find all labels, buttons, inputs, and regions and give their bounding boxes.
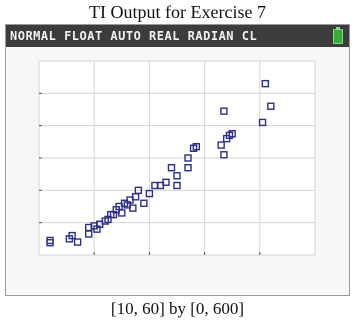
exercise-title: TI Output for Exercise 7 — [89, 2, 266, 22]
data-points — [46, 79, 275, 247]
data-point — [46, 236, 54, 245]
data-point — [192, 142, 201, 151]
data-point — [118, 209, 126, 217]
data-point — [217, 141, 225, 149]
data-point — [129, 204, 137, 212]
data-point — [167, 163, 176, 172]
grid-lines — [38, 60, 316, 256]
data-point — [173, 181, 181, 190]
data-point — [184, 154, 192, 162]
data-point — [228, 130, 236, 138]
data-point — [258, 118, 267, 127]
data-point — [68, 231, 76, 240]
data-point — [173, 172, 181, 180]
data-point — [261, 79, 270, 88]
mode-indicators: NORMAL FLOAT AUTO REAL RADIAN CL — [10, 29, 258, 43]
data-point — [220, 151, 228, 159]
calculator-screen: NORMAL FLOAT AUTO REAL RADIAN CL — [5, 24, 350, 296]
data-point — [140, 199, 148, 207]
battery-icon — [333, 27, 343, 44]
data-point — [73, 238, 82, 246]
axis-ticks — [39, 92, 261, 255]
scatter-plot — [6, 47, 349, 295]
mode-status-bar: NORMAL FLOAT AUTO REAL RADIAN CL — [6, 25, 349, 47]
data-point — [220, 107, 228, 115]
data-point — [184, 163, 192, 172]
data-point — [162, 178, 170, 186]
data-point — [267, 102, 275, 110]
data-point — [145, 189, 154, 198]
data-point — [134, 186, 143, 195]
window-caption: [10, 60] by [0, 600] — [110, 299, 245, 318]
